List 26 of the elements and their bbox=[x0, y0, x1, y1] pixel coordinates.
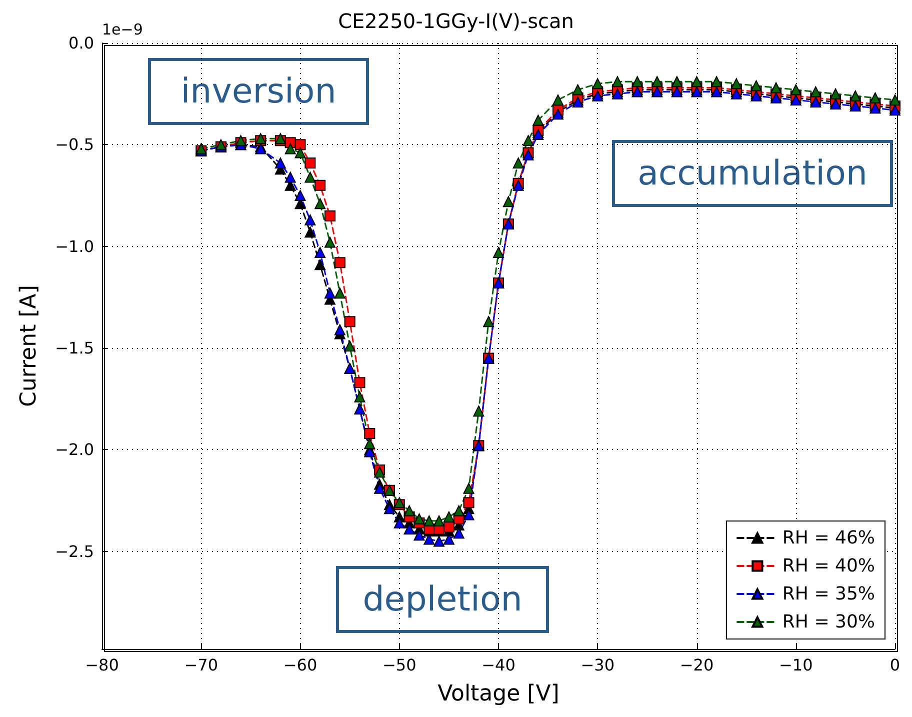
legend-label: RH = 40% bbox=[782, 556, 876, 576]
y-tick-label: −1.5 bbox=[55, 338, 94, 358]
x-tick-label: −20 bbox=[680, 656, 714, 674]
annotation: depletion bbox=[362, 580, 522, 620]
x-tick-label: −30 bbox=[580, 656, 615, 674]
y-tick-label: 0.0 bbox=[68, 34, 94, 52]
x-tick-label: −80 bbox=[85, 656, 119, 674]
legend-label: RH = 35% bbox=[782, 584, 876, 604]
legend-label: RH = 46% bbox=[782, 528, 876, 548]
y-tick-label: −2.5 bbox=[55, 542, 94, 561]
annotation: inversion bbox=[180, 72, 336, 112]
x-tick-label: −40 bbox=[482, 656, 516, 674]
y-tick-label: −1.0 bbox=[55, 236, 94, 256]
x-axis-title: Voltage [V] bbox=[438, 682, 560, 706]
annotation: accumulation bbox=[638, 154, 868, 194]
legend-label: RH = 30% bbox=[782, 612, 876, 632]
y-axis-title: Current [A] bbox=[16, 285, 42, 407]
x-tick-label: 0 bbox=[890, 656, 900, 674]
y-tick-label: −0.5 bbox=[55, 135, 94, 154]
x-tick-label: −60 bbox=[283, 656, 318, 674]
text: 1e−9 bbox=[102, 20, 143, 38]
x-tick-label: −10 bbox=[778, 656, 813, 674]
x-tick-label: −50 bbox=[382, 656, 416, 674]
y-tick-label: −2.0 bbox=[55, 440, 94, 460]
x-tick-label: −70 bbox=[184, 656, 218, 674]
chart-title: CE2250-1GGy-I(V)-scan bbox=[338, 9, 574, 33]
